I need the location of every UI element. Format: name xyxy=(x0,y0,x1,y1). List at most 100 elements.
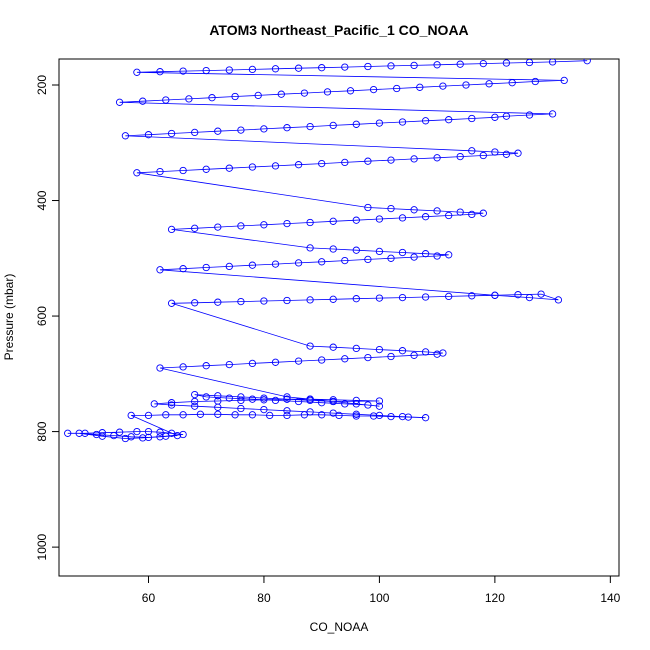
data-point xyxy=(115,428,124,436)
data-point xyxy=(387,352,395,361)
y-tick-label: 800 xyxy=(35,421,49,441)
data-point xyxy=(456,208,464,216)
data-point xyxy=(248,261,257,269)
data-point xyxy=(352,410,360,418)
data-point xyxy=(283,395,291,403)
y-tick-label: 600 xyxy=(35,306,49,326)
x-tick-label: 100 xyxy=(369,591,389,605)
data-point xyxy=(133,427,141,436)
data-series xyxy=(64,59,591,443)
data-point xyxy=(352,396,360,405)
data-point xyxy=(433,154,441,162)
data-point xyxy=(341,63,349,71)
data-point xyxy=(479,209,487,217)
data-point xyxy=(502,150,511,158)
data-point xyxy=(318,258,326,266)
data-point xyxy=(341,256,349,265)
data-point xyxy=(341,400,349,408)
data-point xyxy=(375,345,384,354)
data-point xyxy=(525,111,534,119)
data-point xyxy=(491,148,499,156)
data-point xyxy=(375,247,384,256)
data-point xyxy=(196,410,205,418)
data-point xyxy=(260,405,268,414)
data-point xyxy=(468,292,476,300)
x-axis: 60 80 100 120 140 xyxy=(142,576,621,605)
data-point xyxy=(502,112,511,120)
data-point xyxy=(271,358,280,366)
data-point xyxy=(237,396,245,405)
data-point xyxy=(445,116,453,124)
data-point xyxy=(202,165,210,173)
data-point xyxy=(294,397,303,406)
data-point xyxy=(162,432,170,440)
data-point xyxy=(156,428,164,436)
data-point xyxy=(191,397,199,406)
data-point xyxy=(248,65,257,74)
data-point xyxy=(398,118,407,126)
data-point xyxy=(214,223,222,231)
x-tick-label: 120 xyxy=(485,591,505,605)
data-point xyxy=(329,217,337,225)
data-point xyxy=(479,59,487,68)
data-point xyxy=(167,225,176,234)
data-point xyxy=(225,164,233,172)
data-point xyxy=(294,64,303,72)
data-point xyxy=(202,393,210,401)
data-point xyxy=(167,401,176,409)
data-point xyxy=(133,68,141,76)
data-point xyxy=(508,79,516,87)
data-point xyxy=(144,131,153,139)
data-point xyxy=(248,411,257,419)
data-point xyxy=(139,434,147,442)
data-point xyxy=(144,433,153,442)
data-point xyxy=(225,360,233,369)
series-line xyxy=(67,60,588,439)
data-point xyxy=(468,114,476,123)
data-point xyxy=(445,211,453,220)
data-point xyxy=(266,411,274,420)
data-point xyxy=(456,152,464,161)
data-point xyxy=(179,363,187,371)
data-point xyxy=(410,206,418,214)
data-point xyxy=(352,400,360,408)
data-point xyxy=(433,252,441,260)
data-point xyxy=(283,219,291,228)
data-point xyxy=(468,147,476,155)
data-point xyxy=(202,362,210,370)
data-point xyxy=(283,411,291,420)
data-point xyxy=(121,132,130,140)
data-point xyxy=(398,248,407,257)
data-point xyxy=(144,427,153,436)
data-point xyxy=(369,85,378,94)
data-point xyxy=(323,88,332,96)
data-point xyxy=(306,408,314,416)
data-point xyxy=(156,68,164,76)
data-point xyxy=(248,395,257,403)
data-point xyxy=(421,348,430,356)
data-point xyxy=(416,83,424,91)
data-point xyxy=(191,128,199,137)
data-point xyxy=(121,434,130,443)
data-point xyxy=(560,76,568,85)
data-point xyxy=(202,263,210,272)
data-point xyxy=(387,62,395,70)
data-point xyxy=(237,393,245,401)
data-point xyxy=(300,89,309,97)
data-point xyxy=(173,431,182,440)
data-point xyxy=(156,364,164,372)
data-point xyxy=(306,395,314,403)
data-point xyxy=(514,291,522,299)
x-tick-label: 140 xyxy=(600,591,620,605)
data-point xyxy=(375,294,384,302)
data-point xyxy=(548,110,557,118)
data-point xyxy=(271,396,280,405)
data-point xyxy=(364,203,372,212)
data-point xyxy=(214,127,222,135)
data-point xyxy=(502,59,511,67)
data-point xyxy=(387,254,395,262)
x-axis-label: CO_NOAA xyxy=(310,620,369,634)
data-point xyxy=(329,121,337,130)
data-point xyxy=(271,162,280,170)
data-point xyxy=(191,299,199,307)
